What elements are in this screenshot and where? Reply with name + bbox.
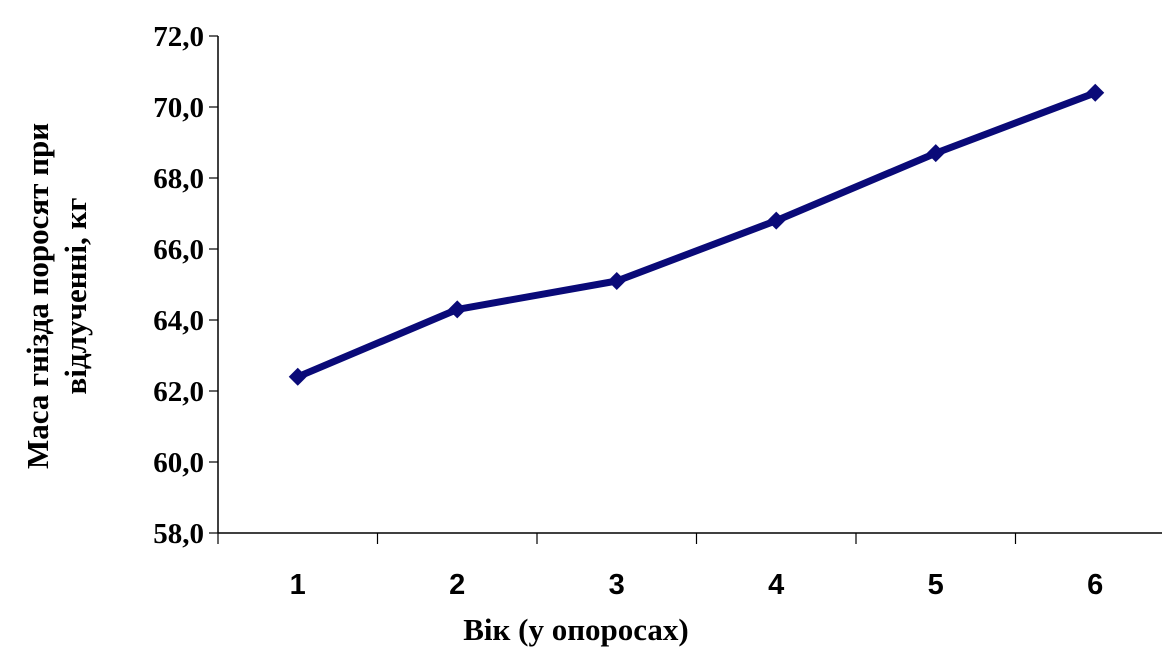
y-ticks: 58,0 60,0 62,0 64,0 66,0 68,0 70,0 72,0 xyxy=(153,21,218,550)
y-axis-title: Маса гнізда поросят при відлученні, кг xyxy=(20,123,93,469)
x-tick-label: 2 xyxy=(449,569,465,601)
y-tick-label: 70,0 xyxy=(153,92,204,124)
x-tick-label: 6 xyxy=(1087,569,1103,601)
data-point-marker xyxy=(607,271,626,290)
y-tick-label: 64,0 xyxy=(153,305,204,337)
y-tick-label: 60,0 xyxy=(153,447,204,479)
series-markers xyxy=(288,83,1105,386)
x-tick-label: 1 xyxy=(290,569,306,601)
data-point-marker xyxy=(448,300,467,319)
y-tick-label: 68,0 xyxy=(153,163,204,195)
x-axis-title: Вік (у опоросах) xyxy=(463,612,689,647)
x-tick-label: 3 xyxy=(609,569,625,601)
x-tick-label: 4 xyxy=(768,569,784,601)
x-tick-label: 5 xyxy=(928,569,944,601)
y-tick-label: 72,0 xyxy=(153,21,204,53)
data-point-marker xyxy=(767,211,786,230)
y-axis-title-line-1: Маса гнізда поросят при xyxy=(20,123,55,469)
data-point-marker xyxy=(288,367,307,386)
y-tick-label: 66,0 xyxy=(153,234,204,266)
x-ticks: 1 2 3 4 5 6 xyxy=(217,533,1103,601)
y-axis-title-line-2: відлученні, кг xyxy=(58,198,93,395)
series-line xyxy=(294,89,1099,381)
y-tick-label: 62,0 xyxy=(153,376,204,408)
data-point-marker xyxy=(1086,83,1105,102)
series xyxy=(288,83,1105,386)
y-tick-label: 58,0 xyxy=(153,518,204,550)
data-point-marker xyxy=(926,144,945,163)
